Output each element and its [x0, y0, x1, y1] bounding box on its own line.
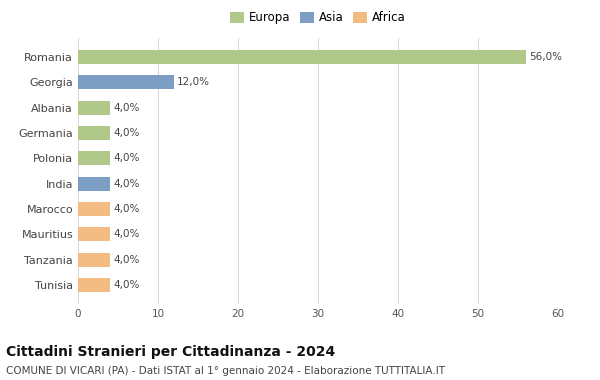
Text: Cittadini Stranieri per Cittadinanza - 2024: Cittadini Stranieri per Cittadinanza - 2… [6, 345, 335, 359]
Bar [78, 75, 174, 89]
Bar [78, 177, 110, 191]
Bar [78, 227, 110, 241]
Text: 4,0%: 4,0% [113, 204, 140, 214]
Text: 4,0%: 4,0% [113, 255, 140, 264]
Bar [78, 151, 110, 165]
Bar [78, 126, 110, 140]
Legend: Europa, Asia, Africa: Europa, Asia, Africa [228, 9, 408, 27]
Text: 4,0%: 4,0% [113, 229, 140, 239]
Text: 4,0%: 4,0% [113, 179, 140, 188]
Text: 4,0%: 4,0% [113, 280, 140, 290]
Bar [78, 202, 110, 216]
Text: COMUNE DI VICARI (PA) - Dati ISTAT al 1° gennaio 2024 - Elaborazione TUTTITALIA.: COMUNE DI VICARI (PA) - Dati ISTAT al 1°… [6, 366, 445, 376]
Text: 4,0%: 4,0% [113, 128, 140, 138]
Text: 12,0%: 12,0% [177, 78, 210, 87]
Bar [78, 253, 110, 267]
Text: 56,0%: 56,0% [529, 52, 562, 62]
Bar [78, 278, 110, 292]
Text: 4,0%: 4,0% [113, 154, 140, 163]
Bar [78, 101, 110, 115]
Text: 4,0%: 4,0% [113, 103, 140, 113]
Bar [78, 50, 526, 64]
